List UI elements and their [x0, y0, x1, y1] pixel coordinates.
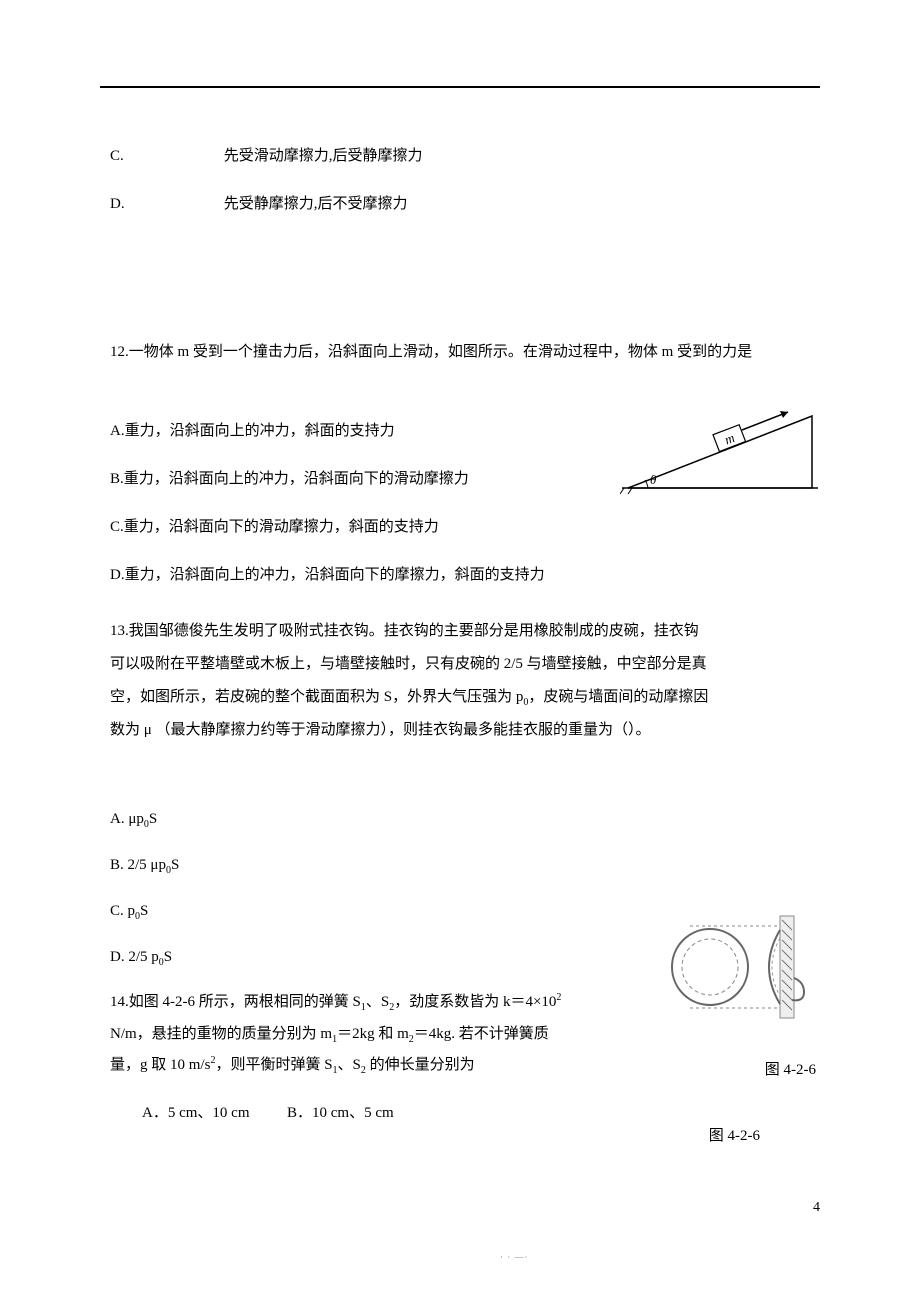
- q12-body: 12.一物体 m 受到一个撞击力后，沿斜面向上滑动，如图所示。在滑动过程中，物体…: [110, 336, 830, 369]
- option-d-text: 先受静摩擦力,后不受摩擦力: [224, 196, 408, 212]
- q14-opt-b: B．10 cm、5 cm: [287, 1105, 394, 1121]
- q14-opt-a: A．5 cm、10 cm: [142, 1105, 249, 1121]
- q12-opt-c: C.重力，沿斜面向下的滑动摩擦力，斜面的支持力: [110, 515, 830, 539]
- q13-line2: 可以吸附在平整墙壁或木板上，与墙壁接触时，只有皮碗的 2/5 与墙壁接触，中空部…: [110, 648, 830, 681]
- figure-label-2: 图 4-2-6: [709, 1124, 760, 1145]
- q12-opt-d: D.重力，沿斜面向上的冲力，沿斜面向下的摩擦力，斜面的支持力: [110, 563, 830, 587]
- theta-label: θ: [650, 472, 657, 487]
- suction-cup-diagram: [630, 912, 820, 1022]
- q13-line3: 空，如图所示，若皮碗的整个截面面积为 S，外界大气压强为 p0，皮碗与墙面间的动…: [110, 681, 830, 714]
- figure-label-1: 图 4-2-6: [765, 1058, 816, 1079]
- q13-opt-a: A. μp0S: [110, 807, 830, 833]
- q13-opt-b: B. 2/5 μp0S: [110, 853, 830, 879]
- q13-line1: 13.我国邹德俊先生发明了吸附式挂衣钩。挂衣钩的主要部分是用橡胶制成的皮碗，挂衣…: [110, 615, 830, 648]
- q14-line3: 量，g 取 10 m/s2，则平衡时弹簧 S1、S2 的伸长量分别为: [110, 1050, 830, 1082]
- incline-diagram: m θ: [620, 408, 820, 498]
- page-number: 4: [813, 1200, 820, 1216]
- option-d-label: D.: [110, 192, 220, 216]
- footer-mark: · · —·: [500, 1252, 529, 1262]
- q13-line4: 数为 μ （最大静摩擦力约等于滑动摩擦力），则挂衣钩最多能挂衣服的重量为（）。: [110, 714, 830, 747]
- option-c-text: 先受滑动摩擦力,后受静摩擦力: [224, 148, 423, 164]
- option-c-label: C.: [110, 144, 220, 168]
- option-c: C. 先受滑动摩擦力,后受静摩擦力: [110, 144, 830, 168]
- q14-line2: N/m，悬挂的重物的质量分别为 m1＝2kg 和 m2＝4kg. 若不计弹簧质: [110, 1019, 830, 1051]
- option-d: D. 先受静摩擦力,后不受摩擦力: [110, 192, 830, 216]
